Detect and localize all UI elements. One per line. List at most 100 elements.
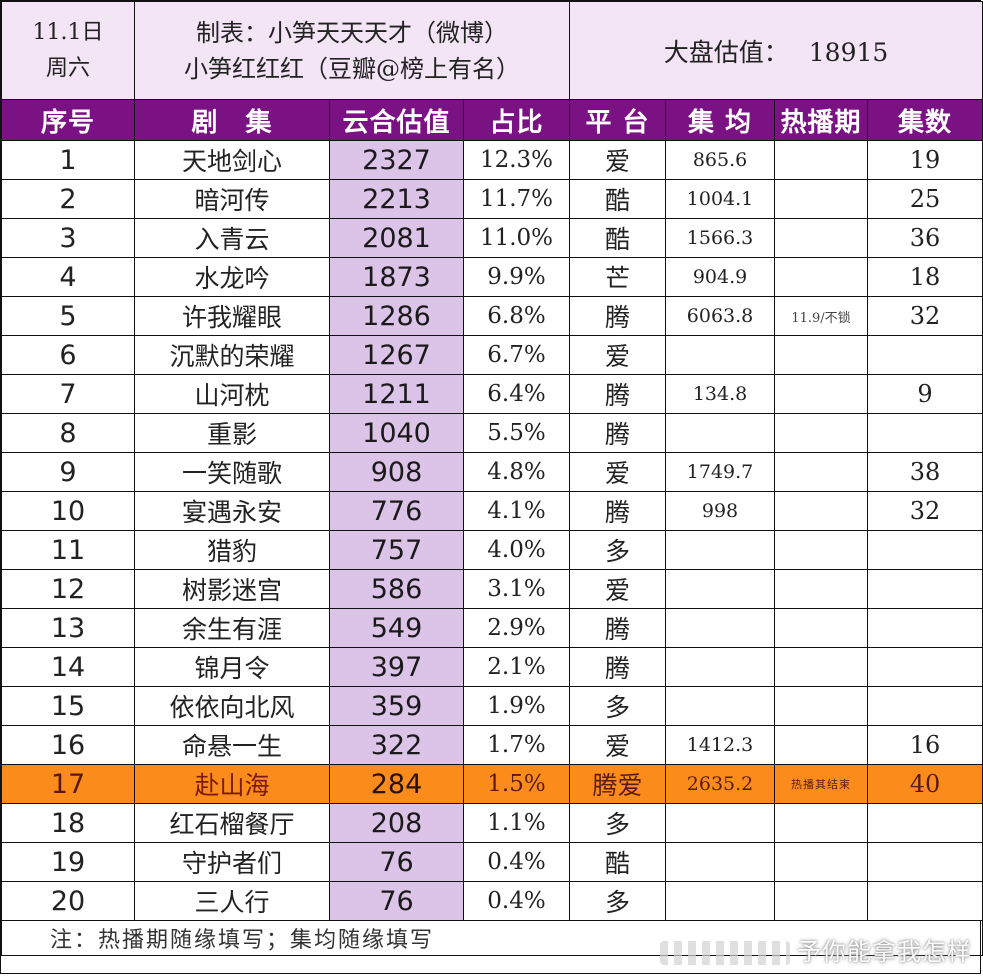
drama-name-cell: 树影迷宫 [134, 569, 330, 609]
drama-name-cell: 赴山海 [134, 764, 330, 804]
avg-cell [665, 842, 776, 882]
table-row: 9 一笑随歌 908 4.8% 爱 1749.7 38 [1, 452, 983, 492]
watermark-text: 予你能拿我怎样 [797, 938, 972, 966]
drama-name-cell: 入青云 [134, 218, 330, 258]
drama-name-cell: 猎豹 [134, 530, 330, 570]
share-cell: 0.4% [462, 881, 571, 921]
share-cell: 11.0% [462, 218, 571, 258]
platform-cell: 腾 [569, 608, 667, 648]
table-row: 10 宴遇永安 776 4.1% 腾 998 32 [1, 491, 983, 531]
table-row: 13 余生有涯 549 2.9% 腾 [1, 608, 983, 648]
hot-period-cell: 热播其结束 [774, 764, 869, 804]
share-cell: 4.0% [462, 530, 571, 570]
hot-period-cell [774, 374, 869, 414]
drama-name-cell: 许我耀眼 [134, 296, 330, 336]
value-cell: 284 [329, 764, 464, 804]
avg-cell [665, 881, 776, 921]
hot-period-cell [774, 530, 869, 570]
table-row: 17 赴山海 284 1.5% 腾爱 2635.2 热播其结束 40 [1, 764, 983, 804]
share-cell: 6.8% [462, 296, 571, 336]
share-cell: 1.5% [462, 764, 571, 804]
episodes-cell [867, 647, 983, 687]
hot-period-cell [774, 452, 869, 492]
maker-douban: 小笋红红红（豆瓣@榜上有名） [184, 54, 520, 83]
col-header-drama: 剧 集 [134, 99, 330, 141]
avg-cell: 2635.2 [665, 764, 776, 804]
value-cell: 1040 [329, 413, 464, 453]
table-row: 11 猎豹 757 4.0% 多 [1, 530, 983, 570]
table-row: 18 红石榴餐厅 208 1.1% 多 [1, 803, 983, 843]
share-cell: 9.9% [462, 257, 571, 297]
rank-cell: 2 [1, 179, 135, 219]
rank-cell: 12 [1, 569, 135, 609]
hot-period-cell [774, 686, 869, 726]
hot-period-cell [774, 725, 869, 765]
table-row: 19 守护者们 76 0.4% 酷 [1, 842, 983, 882]
hot-period-cell [774, 881, 869, 921]
rank-cell: 17 [1, 764, 135, 804]
value-cell: 359 [329, 686, 464, 726]
col-header-share: 占比 [462, 99, 571, 141]
rank-cell: 18 [1, 803, 135, 843]
drama-name-cell: 依依向北风 [134, 686, 330, 726]
avg-cell: 134.8 [665, 374, 776, 414]
episodes-cell [867, 569, 983, 609]
title-row: 11.1日 周六 制表：小笋天天天才（微博） 小笋红红红（豆瓣@榜上有名） 大盘… [1, 1, 983, 100]
platform-cell: 爱 [569, 452, 667, 492]
episodes-cell [867, 608, 983, 648]
hot-period-cell [774, 608, 869, 648]
platform-cell: 腾 [569, 296, 667, 336]
drama-name-cell: 守护者们 [134, 842, 330, 882]
rank-cell: 3 [1, 218, 135, 258]
episodes-cell: 32 [867, 296, 983, 336]
drama-name-cell: 命悬一生 [134, 725, 330, 765]
footer-note: 注：热播期随缘填写；集均随缘填写 [0, 920, 983, 956]
table-row: 4 水龙吟 1873 9.9% 芒 904.9 18 [1, 257, 983, 297]
col-header-avg: 集 均 [665, 99, 776, 141]
platform-cell: 多 [569, 881, 667, 921]
platform-cell: 爱 [569, 335, 667, 375]
episodes-cell: 36 [867, 218, 983, 258]
episodes-cell [867, 335, 983, 375]
platform-cell: 爱 [569, 725, 667, 765]
platform-cell: 腾 [569, 491, 667, 531]
platform-cell: 腾 [569, 374, 667, 414]
avg-cell [665, 803, 776, 843]
hot-period-cell [774, 413, 869, 453]
footer-row: 注：热播期随缘填写；集均随缘填写 [0, 920, 983, 956]
value-cell: 322 [329, 725, 464, 765]
share-cell: 3.1% [462, 569, 571, 609]
total-estimate-value: 18915 [808, 37, 889, 67]
drama-name-cell: 一笑随歌 [134, 452, 330, 492]
value-cell: 2213 [329, 179, 464, 219]
rank-cell: 11 [1, 530, 135, 570]
share-cell: 0.4% [462, 842, 571, 882]
total-estimate-cell: 大盘估值： 18915 [569, 1, 983, 100]
share-cell: 11.7% [462, 179, 571, 219]
share-cell: 2.1% [462, 647, 571, 687]
drama-name-cell: 锦月令 [134, 647, 330, 687]
watermark-logo [660, 941, 790, 965]
value-cell: 549 [329, 608, 464, 648]
value-cell: 397 [329, 647, 464, 687]
episodes-cell [867, 686, 983, 726]
share-cell: 4.1% [462, 491, 571, 531]
drama-name-cell: 山河枕 [134, 374, 330, 414]
share-cell: 4.8% [462, 452, 571, 492]
avg-cell [665, 413, 776, 453]
episodes-cell [867, 842, 983, 882]
value-cell: 2327 [329, 140, 464, 180]
rank-cell: 15 [1, 686, 135, 726]
value-cell: 76 [329, 881, 464, 921]
episodes-cell: 16 [867, 725, 983, 765]
value-cell: 76 [329, 842, 464, 882]
platform-cell: 爱 [569, 140, 667, 180]
value-cell: 1873 [329, 257, 464, 297]
rank-cell: 1 [1, 140, 135, 180]
hot-period-cell [774, 257, 869, 297]
table-row: 16 命悬一生 322 1.7% 爱 1412.3 16 [1, 725, 983, 765]
share-cell: 5.5% [462, 413, 571, 453]
hot-period-cell [774, 647, 869, 687]
drama-name-cell: 宴遇永安 [134, 491, 330, 531]
episodes-cell [867, 881, 983, 921]
